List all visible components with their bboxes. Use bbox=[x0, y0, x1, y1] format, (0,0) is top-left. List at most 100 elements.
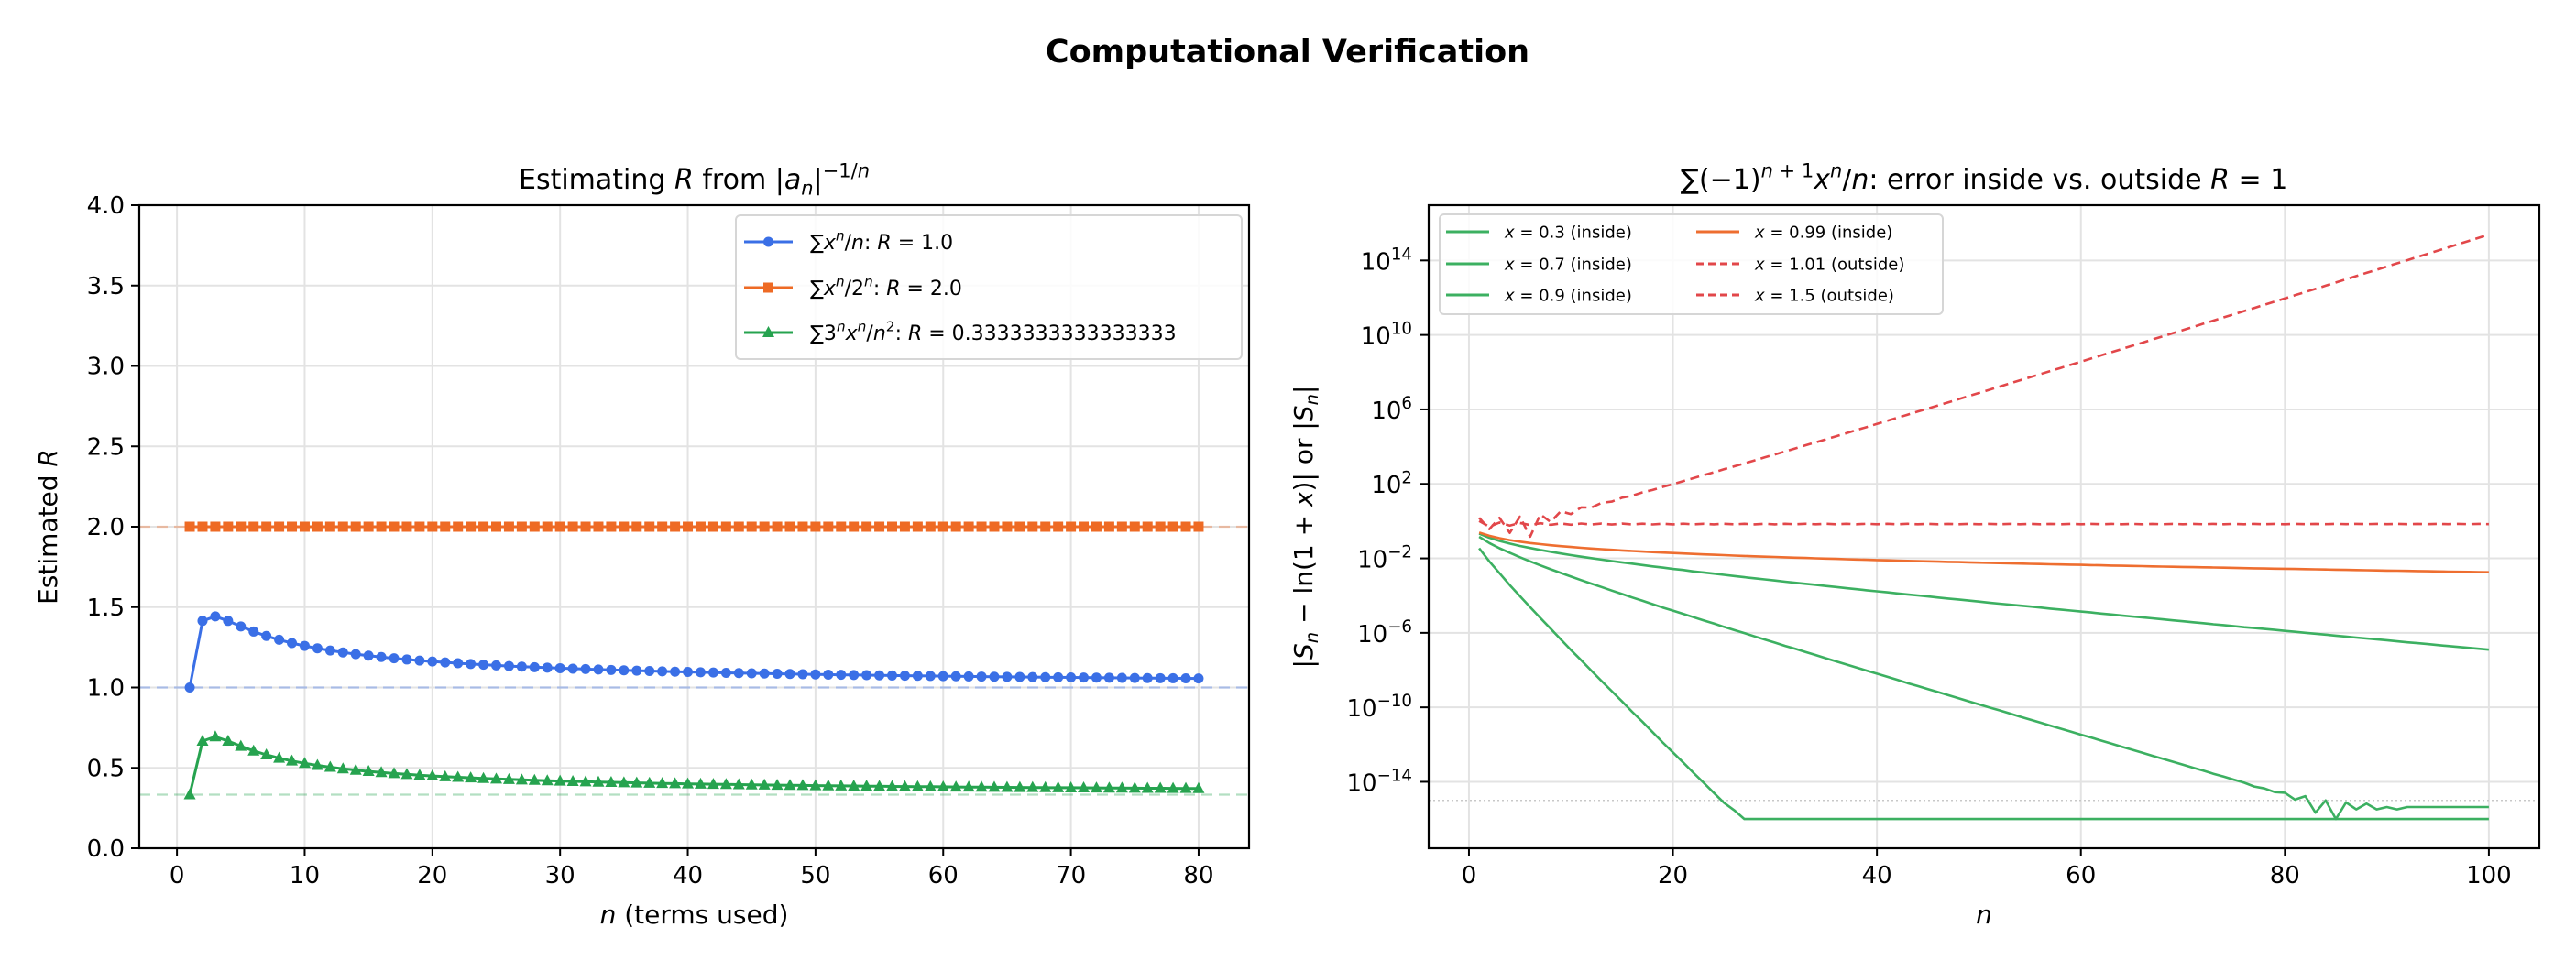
data-point-marker bbox=[733, 521, 744, 532]
data-point-marker bbox=[771, 779, 784, 791]
legend-label: x = 0.9 (inside) bbox=[1504, 286, 1632, 305]
data-point-marker bbox=[887, 521, 898, 532]
y-tick-label: 102 bbox=[1371, 468, 1412, 499]
data-point-marker bbox=[950, 521, 961, 532]
data-point-marker bbox=[695, 667, 706, 678]
data-point-marker bbox=[925, 671, 936, 682]
legend-label: x = 1.01 (outside) bbox=[1754, 255, 1904, 274]
data-point-marker bbox=[683, 521, 694, 532]
data-point-marker bbox=[1192, 781, 1205, 793]
data-point-marker bbox=[810, 521, 821, 532]
series-line bbox=[1478, 547, 2489, 821]
x-tick-label: 80 bbox=[1183, 862, 1213, 889]
x-tick-label: 30 bbox=[545, 862, 575, 889]
data-point-marker bbox=[236, 521, 247, 532]
y-tick-label: 10−14 bbox=[1347, 767, 1412, 798]
data-point-marker bbox=[784, 669, 795, 680]
x-tick-label: 0 bbox=[170, 862, 185, 889]
y-axis-label: |Sn − ln(1 + x)| or |Sn| bbox=[1288, 386, 1322, 669]
data-point-marker bbox=[835, 779, 848, 791]
data-point-marker bbox=[619, 665, 630, 676]
data-point-marker bbox=[695, 521, 706, 532]
data-point-marker bbox=[261, 521, 272, 532]
data-point-marker bbox=[337, 647, 348, 658]
data-point-marker bbox=[210, 521, 221, 532]
y-tick-label: 1.0 bbox=[87, 675, 125, 703]
data-point-marker bbox=[849, 521, 860, 532]
y-tick-label: 2.0 bbox=[87, 514, 125, 541]
data-point-marker bbox=[529, 661, 540, 672]
data-point-marker bbox=[669, 777, 682, 789]
series-3 bbox=[1478, 531, 2489, 573]
data-point-marker bbox=[874, 670, 885, 681]
data-point-marker bbox=[719, 778, 732, 790]
data-point-marker bbox=[772, 521, 783, 532]
data-point-marker bbox=[860, 780, 873, 791]
data-point-marker bbox=[937, 780, 949, 791]
data-point-marker bbox=[223, 616, 234, 627]
data-point-marker bbox=[401, 654, 412, 665]
data-point-marker bbox=[414, 521, 425, 532]
data-point-marker bbox=[886, 780, 899, 791]
data-point-marker bbox=[606, 521, 617, 532]
x-tick-label: 10 bbox=[290, 862, 320, 889]
data-point-marker bbox=[541, 774, 554, 786]
data-point-marker bbox=[644, 521, 655, 532]
data-point-marker bbox=[376, 651, 387, 662]
y-tick-label: 2.5 bbox=[87, 433, 125, 461]
x-tick-label: 0 bbox=[1462, 862, 1477, 889]
data-point-marker bbox=[502, 772, 515, 784]
data-point-marker bbox=[236, 621, 247, 632]
data-point-marker bbox=[440, 657, 451, 668]
series-line bbox=[1478, 532, 2490, 651]
data-point-marker bbox=[1155, 521, 1166, 532]
data-point-marker bbox=[363, 521, 374, 532]
data-point-marker bbox=[516, 661, 527, 672]
data-point-marker bbox=[796, 779, 809, 791]
left-subplot-radius-estimate: 0 10 20 30 40 50 60 70 80 0.0 0.5 1.0 1.5 2.0 2.5 3.0 3.… bbox=[33, 159, 1251, 930]
data-point-marker bbox=[619, 521, 630, 532]
legend-label: x = 0.7 (inside) bbox=[1504, 255, 1632, 274]
data-point-marker bbox=[836, 670, 847, 681]
data-point-marker bbox=[937, 521, 948, 532]
data-point-marker bbox=[605, 776, 618, 788]
data-point-marker bbox=[183, 788, 196, 800]
series-0 bbox=[1478, 547, 2489, 821]
data-point-marker bbox=[1142, 521, 1153, 532]
data-point-marker bbox=[745, 778, 758, 790]
y-tick-label: 1010 bbox=[1361, 320, 1412, 351]
x-tick-label: 40 bbox=[1862, 862, 1892, 889]
data-point-marker bbox=[784, 521, 795, 532]
legend-label: ∑xn/n: R = 1.0 bbox=[810, 228, 953, 255]
data-point-marker bbox=[899, 671, 910, 682]
data-point-marker bbox=[389, 653, 400, 664]
data-point-marker bbox=[989, 521, 1000, 532]
data-point-marker bbox=[1116, 672, 1127, 683]
data-point-marker bbox=[682, 777, 695, 789]
series-line bbox=[1478, 535, 2489, 821]
right-subplot-error-log: 0 20 40 60 80 100 10−14 10−10 10−6 10−2 102 106 1010… bbox=[1288, 159, 2541, 930]
data-point-marker bbox=[1193, 521, 1204, 532]
data-point-marker bbox=[720, 521, 731, 532]
data-point-marker bbox=[592, 775, 605, 787]
x-tick-label: 60 bbox=[2066, 862, 2096, 889]
data-point-marker bbox=[286, 754, 299, 766]
data-point-marker bbox=[299, 640, 310, 651]
data-point-marker bbox=[1066, 672, 1077, 683]
data-point-marker bbox=[1115, 781, 1128, 793]
data-point-marker bbox=[465, 771, 477, 783]
data-point-marker bbox=[554, 662, 565, 673]
data-point-marker bbox=[287, 638, 298, 649]
y-tick-label: 106 bbox=[1371, 394, 1412, 425]
y-tick-label: 0.0 bbox=[87, 835, 125, 863]
data-point-marker bbox=[873, 780, 886, 791]
data-point-marker bbox=[1155, 672, 1166, 683]
data-point-marker bbox=[311, 758, 323, 770]
data-point-marker bbox=[1079, 521, 1090, 532]
data-point-marker bbox=[400, 768, 413, 780]
data-point-marker bbox=[1002, 671, 1013, 682]
legend: x = 0.3 (inside) x = 0.7 (inside) x = 0.9 … bbox=[1439, 213, 1944, 315]
data-point-marker bbox=[580, 663, 591, 674]
